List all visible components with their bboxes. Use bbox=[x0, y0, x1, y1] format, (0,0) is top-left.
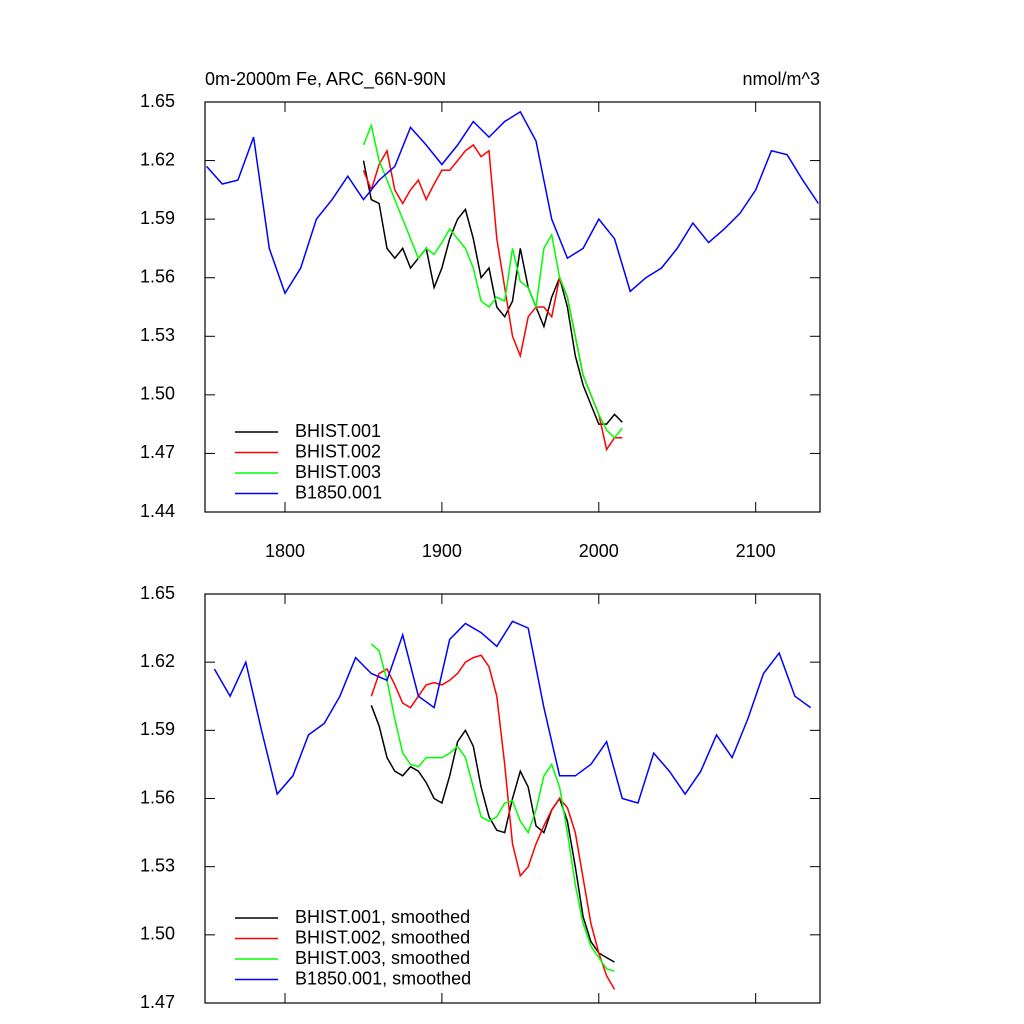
legend-label: BHIST.002 bbox=[295, 441, 381, 461]
data-line bbox=[362, 160, 623, 425]
data-line bbox=[213, 620, 812, 804]
x-tick-label: 2100 bbox=[736, 541, 776, 561]
y-tick-label: 1.56 bbox=[140, 266, 175, 286]
y-tick-label: 1.53 bbox=[140, 855, 175, 875]
legend-label: BHIST.001, smoothed bbox=[295, 907, 470, 927]
y-tick-label: 1.50 bbox=[140, 924, 175, 944]
y-tick-label: 1.62 bbox=[140, 651, 175, 671]
data-line bbox=[206, 110, 820, 296]
plot-frame bbox=[204, 593, 821, 1004]
y-tick-label: 1.65 bbox=[140, 91, 175, 111]
legend-label: B1850.001 bbox=[295, 482, 382, 502]
y-tick-label: 1.59 bbox=[140, 719, 175, 739]
y-tick-label: 1.44 bbox=[140, 501, 175, 521]
x-tick-label: 2000 bbox=[579, 541, 619, 561]
plot-frame bbox=[204, 101, 821, 513]
units-label: nmol/m^3 bbox=[743, 69, 820, 89]
y-tick-label: 1.47 bbox=[140, 992, 175, 1012]
x-tick-label: 1800 bbox=[265, 541, 305, 561]
y-tick-label: 1.62 bbox=[140, 149, 175, 169]
data-line bbox=[370, 705, 615, 963]
chart-title: 0m-2000m Fe, ARC_66N-90N bbox=[205, 69, 446, 90]
data-line bbox=[370, 654, 616, 990]
data-line bbox=[370, 643, 615, 972]
legend-label: BHIST.001 bbox=[295, 421, 381, 441]
y-tick-label: 1.50 bbox=[140, 384, 175, 404]
y-tick-label: 1.53 bbox=[140, 325, 175, 345]
legend-label: B1850.001, smoothed bbox=[295, 968, 471, 988]
data-line bbox=[362, 122, 623, 439]
legend-label: BHIST.002, smoothed bbox=[295, 927, 470, 947]
y-tick-label: 1.65 bbox=[140, 583, 175, 603]
legend-label: BHIST.003, smoothed bbox=[295, 948, 470, 968]
y-tick-label: 1.56 bbox=[140, 787, 175, 807]
x-tick-label: 1900 bbox=[422, 541, 462, 561]
legend-label: BHIST.003 bbox=[295, 462, 381, 482]
y-tick-label: 1.59 bbox=[140, 208, 175, 228]
y-tick-label: 1.47 bbox=[140, 442, 175, 462]
